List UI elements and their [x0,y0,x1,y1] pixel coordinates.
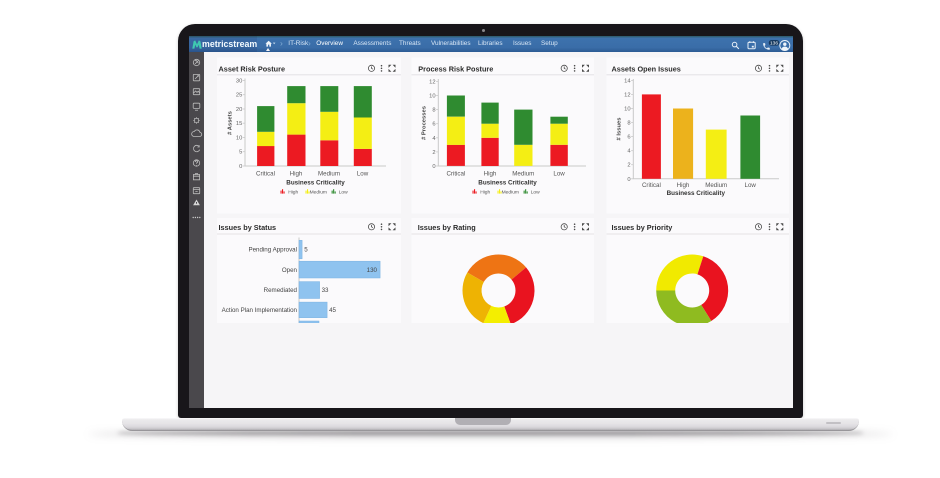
svg-text:Critical: Critical [256,170,275,177]
svg-text:Pending Approval: Pending Approval [248,246,297,253]
svg-text:Low: Low [553,170,565,177]
svg-text:Action Plan Implementation: Action Plan Implementation [221,307,297,314]
svg-text:Low: Low [356,170,368,177]
svg-text:High: High [288,189,298,195]
svg-text:10: 10 [429,93,435,99]
svg-text:6: 6 [432,121,435,127]
svg-text:Assets Open Issues: Assets Open Issues [611,64,680,73]
svg-text:12: 12 [624,92,630,98]
svg-text:Critical: Critical [446,170,465,177]
svg-text:25: 25 [235,92,241,98]
svg-text:130: 130 [366,266,377,273]
svg-text:Critical: Critical [641,181,660,188]
svg-text:15: 15 [235,121,241,127]
svg-text:Low: Low [744,181,756,188]
svg-text:High: High [676,181,689,188]
svg-text:High: High [480,189,490,195]
svg-text:Process Risk Posture: Process Risk Posture [418,64,493,73]
svg-text:4: 4 [432,135,436,141]
svg-text:6: 6 [627,134,630,140]
svg-text:Low: Low [530,189,539,195]
svg-text:High: High [483,170,496,177]
svg-text:# Processes: # Processes [421,106,427,140]
svg-text:Medium: Medium [512,170,534,177]
svg-text:45: 45 [329,307,336,314]
svg-text:10: 10 [235,135,241,141]
svg-text:2: 2 [432,149,435,155]
svg-text:8: 8 [627,120,630,126]
svg-text:Asset Risk Posture: Asset Risk Posture [218,64,285,73]
svg-text:14: 14 [624,78,631,84]
svg-text:Medium: Medium [705,181,727,188]
svg-text:8: 8 [432,107,435,113]
svg-text:# Issues: # Issues [616,117,622,140]
svg-text:Medium: Medium [309,189,326,195]
svg-text:0: 0 [432,164,435,170]
svg-text:12: 12 [429,79,435,85]
svg-text:Business Criticality: Business Criticality [666,189,725,196]
svg-text:5: 5 [304,246,308,253]
svg-text:5: 5 [239,149,242,155]
svg-text:Medium: Medium [501,189,518,195]
svg-text:0: 0 [239,164,242,170]
svg-text:Medium: Medium [317,170,339,177]
svg-text:# Assets: # Assets [227,111,233,135]
svg-text:33: 33 [321,287,328,294]
svg-text:Issues by Status: Issues by Status [218,222,276,231]
svg-text:10: 10 [624,106,630,112]
svg-text:Business Criticality: Business Criticality [478,179,537,186]
svg-text:Issues by Priority: Issues by Priority [611,222,673,231]
svg-text:High: High [289,170,302,177]
svg-text:Low: Low [338,189,347,195]
svg-text:136: 136 [769,40,777,46]
svg-text:30: 30 [235,78,241,84]
svg-text:0: 0 [627,176,630,182]
svg-text:Remediated: Remediated [263,287,297,294]
svg-text:20: 20 [235,107,241,113]
svg-text:Business Criticality: Business Criticality [286,179,345,186]
svg-text:Issues by Rating: Issues by Rating [417,222,475,231]
svg-text:4: 4 [627,148,631,154]
svg-text:Open: Open [281,266,297,273]
svg-text:2: 2 [627,162,630,168]
